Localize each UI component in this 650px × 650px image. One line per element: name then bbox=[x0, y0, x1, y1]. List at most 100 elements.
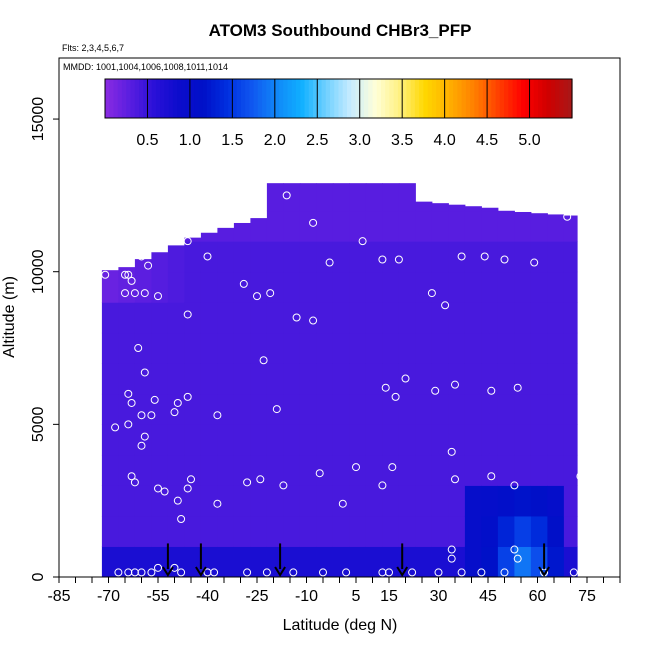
heatmap-cell bbox=[382, 241, 400, 273]
colorbar-segment bbox=[512, 79, 518, 118]
heatmap-cell bbox=[101, 454, 119, 486]
colorbar-segment bbox=[453, 79, 458, 118]
sample-point bbox=[147, 568, 156, 577]
heatmap-cell bbox=[398, 271, 416, 303]
x-tick-label: -10 bbox=[295, 588, 318, 605]
heatmap-cell bbox=[431, 546, 449, 577]
heatmap-cell bbox=[398, 183, 416, 212]
heatmap-cell bbox=[283, 241, 301, 273]
colorbar-tick-label: 3.0 bbox=[349, 132, 371, 149]
heatmap-cell bbox=[167, 363, 185, 395]
heatmap-cell bbox=[514, 393, 532, 425]
heatmap-cell bbox=[233, 424, 251, 456]
heatmap-cell bbox=[349, 210, 367, 242]
heatmap-cell bbox=[332, 454, 350, 486]
colorbar-segment bbox=[546, 79, 552, 118]
heatmap-cell bbox=[118, 393, 136, 425]
heatmap-cell bbox=[233, 454, 251, 486]
heatmap-cell bbox=[200, 271, 218, 303]
sample-point bbox=[338, 499, 347, 508]
heatmap-cell bbox=[415, 454, 433, 486]
colorbar-segment bbox=[143, 79, 149, 118]
y-tick-label: 10000 bbox=[30, 249, 47, 294]
heatmap-cell bbox=[481, 363, 499, 395]
heatmap-cell bbox=[464, 332, 482, 364]
heatmap-cell bbox=[464, 546, 482, 577]
sample-point bbox=[121, 289, 129, 298]
heatmap-cell bbox=[233, 485, 251, 517]
colorbar-segment bbox=[410, 79, 416, 118]
heatmap-cell bbox=[250, 332, 268, 364]
colorbar-tick-label: 0.5 bbox=[136, 132, 158, 149]
colorbar-segment bbox=[134, 79, 140, 118]
heatmap-cell bbox=[200, 241, 218, 273]
heatmap-cell bbox=[448, 515, 466, 547]
colorbar-segment bbox=[533, 79, 539, 118]
sample-point bbox=[173, 398, 182, 407]
heatmap-cell bbox=[563, 215, 578, 242]
heatmap-cell bbox=[316, 363, 334, 395]
colorbar-segment bbox=[138, 79, 144, 118]
sample-point bbox=[213, 499, 222, 508]
colorbar-segment bbox=[266, 79, 272, 118]
heatmap-cell bbox=[382, 485, 400, 517]
heatmap-cell bbox=[184, 515, 202, 547]
heatmap-cell bbox=[283, 363, 301, 395]
heatmap-cell bbox=[365, 393, 383, 425]
heatmap-cell bbox=[481, 210, 499, 242]
heatmap-cell bbox=[365, 210, 383, 242]
heatmap-cell bbox=[283, 515, 301, 547]
heatmap-cell bbox=[151, 424, 169, 456]
colorbar-segment bbox=[334, 79, 340, 118]
heatmap-cell bbox=[299, 485, 317, 517]
sample-point bbox=[183, 237, 192, 246]
heatmap-cell bbox=[151, 332, 169, 364]
colorbar-segment bbox=[147, 79, 153, 118]
heatmap-cell bbox=[200, 332, 218, 364]
colorbar-segment bbox=[172, 79, 178, 118]
sample-point bbox=[487, 472, 496, 481]
heatmap-cell bbox=[134, 259, 152, 273]
heatmap-cell bbox=[200, 232, 218, 242]
heatmap-cell bbox=[547, 515, 565, 547]
heatmap-cell bbox=[547, 302, 565, 334]
colorbar-segment bbox=[482, 79, 488, 118]
heatmap-cell bbox=[398, 332, 416, 364]
heatmap-cell bbox=[118, 302, 136, 334]
heatmap-cell bbox=[101, 393, 119, 425]
colorbar-segment bbox=[215, 79, 221, 118]
heatmap-cell bbox=[233, 363, 251, 395]
sample-point bbox=[137, 252, 146, 261]
colorbar-segment bbox=[342, 79, 348, 118]
colorbar-segment bbox=[427, 79, 433, 118]
heatmap-cell bbox=[431, 485, 449, 517]
sample-point bbox=[259, 356, 268, 365]
colorbar-frame bbox=[104, 78, 573, 119]
heatmap-cell bbox=[497, 302, 515, 334]
heatmap-cell bbox=[382, 271, 400, 303]
heatmap-cell bbox=[497, 271, 515, 303]
colorbar-segment bbox=[313, 79, 318, 118]
heatmap-cell bbox=[332, 515, 350, 547]
heatmap-cell bbox=[250, 302, 268, 334]
heatmap-cell bbox=[481, 485, 499, 517]
sample-point bbox=[282, 191, 291, 200]
heatmap-cell bbox=[464, 210, 482, 242]
heatmap-cell bbox=[316, 302, 334, 334]
heatmap-cell bbox=[299, 546, 317, 577]
heatmap-cell bbox=[299, 363, 317, 395]
heatmap-cell bbox=[167, 485, 185, 517]
heatmap-cell bbox=[167, 302, 185, 334]
heatmap-cell bbox=[332, 363, 350, 395]
colorbar-segment bbox=[155, 79, 161, 118]
sample-point bbox=[457, 252, 466, 261]
surface-arrow-head bbox=[162, 566, 174, 577]
sample-point bbox=[262, 568, 271, 577]
sample-point bbox=[150, 395, 159, 404]
colorbar-segment bbox=[321, 79, 327, 118]
heatmap-cell bbox=[283, 424, 301, 456]
colorbar-segment bbox=[470, 79, 475, 118]
heatmap-cell bbox=[134, 332, 152, 364]
colorbar-segment bbox=[168, 79, 174, 118]
